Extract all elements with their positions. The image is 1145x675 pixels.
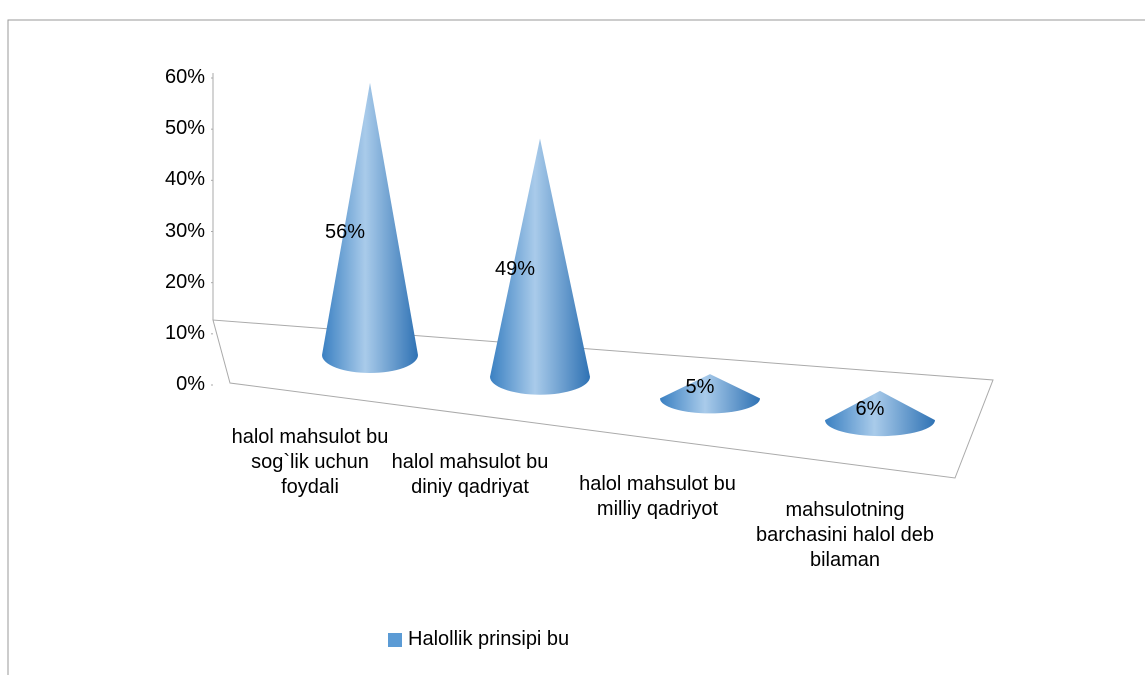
y-tick-label: 60%: [164, 66, 205, 88]
data-label: 49%: [494, 257, 536, 280]
cone: [825, 390, 935, 437]
cone: [490, 138, 590, 395]
legend-swatch: [388, 633, 402, 647]
y-tick-label: 50%: [164, 117, 205, 140]
data-label: 5%: [685, 376, 715, 399]
y-tick-label: 20%: [164, 270, 205, 293]
data-label: 6%: [855, 398, 885, 421]
y-tick-label: 0%: [176, 373, 205, 395]
x-tick-label: mahsulotning barchasini halol deb bilama…: [756, 499, 934, 571]
data-label: 56%: [324, 220, 366, 243]
y-tick-label: 40%: [164, 168, 205, 191]
cone: [322, 82, 418, 373]
cone: [660, 374, 760, 414]
floor: [212, 319, 994, 479]
y-tick-label: 30%: [164, 219, 205, 242]
x-tick-label: halol mahsulot bu diniy qadriyat: [391, 451, 549, 498]
frame: [7, 19, 1145, 675]
x-tick-label: halol mahsulot bu sog`lik uchun foydali: [231, 426, 389, 498]
x-tick-label: halol mahsulot bu milliy qadriyot: [579, 473, 736, 520]
legend-label: Halollik prinsipi bu: [408, 628, 570, 650]
y-tick-label: 10%: [164, 321, 205, 344]
